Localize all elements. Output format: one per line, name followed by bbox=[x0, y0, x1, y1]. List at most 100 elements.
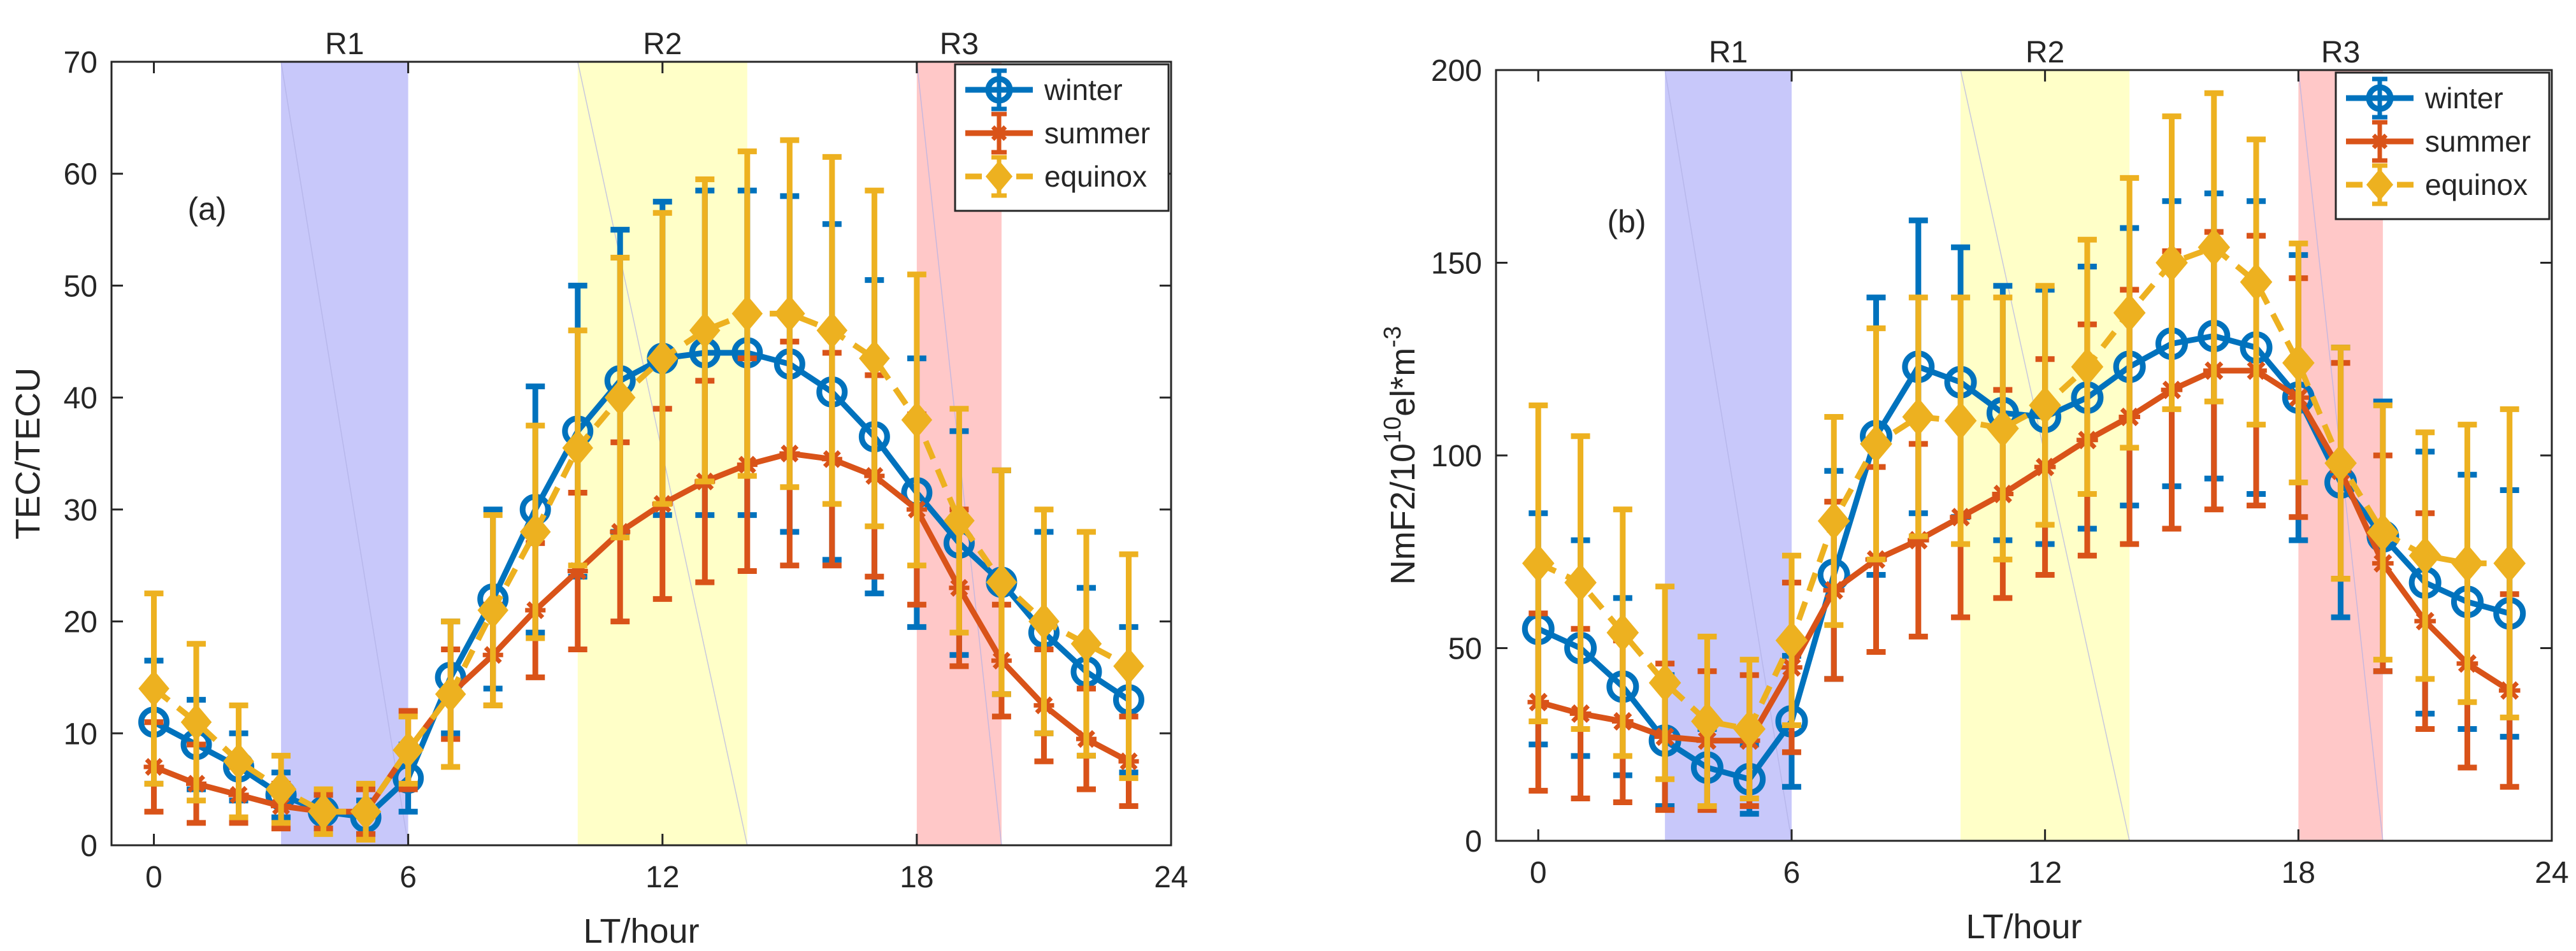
y-tick-label-70: 70 bbox=[64, 46, 97, 80]
y-tick-label-0: 0 bbox=[1465, 825, 1482, 859]
marker-equinox-6 bbox=[1775, 621, 1808, 660]
y-tick-label-20: 20 bbox=[64, 606, 97, 640]
marker-equinox-22 bbox=[2451, 544, 2484, 583]
marker-equinox-1 bbox=[1564, 563, 1597, 602]
marker-equinox-3 bbox=[265, 771, 297, 808]
legend-label-winter: winter bbox=[2424, 82, 2503, 115]
marker-equinox-4 bbox=[1691, 702, 1723, 741]
marker-equinox-14 bbox=[731, 295, 763, 332]
marker-equinox-15 bbox=[774, 295, 805, 332]
legend-label-summer: summer bbox=[2425, 125, 2531, 158]
marker-summer-10 bbox=[567, 561, 588, 582]
x-tick-label-0: 0 bbox=[145, 861, 162, 894]
y-tick-label-50: 50 bbox=[64, 269, 97, 303]
x-tick-label-18: 18 bbox=[2282, 856, 2315, 890]
legend: winter summer equinox bbox=[954, 63, 1170, 212]
marker-equinox-9 bbox=[1902, 397, 1935, 436]
marker-equinox-12 bbox=[2029, 386, 2061, 425]
axes-box bbox=[110, 61, 1172, 847]
chart-panel-a: R1 R2 R3 0 6 12 18 24 0 10 20 30 40 50 60 70 LT/hour TEC/… bbox=[9, 27, 1188, 950]
marker-equinox-16 bbox=[2198, 228, 2231, 267]
marker-equinox-19 bbox=[2324, 443, 2357, 483]
y-label-main: NmF2/10 bbox=[1384, 443, 1422, 585]
panel-label: (b) bbox=[1607, 204, 1646, 240]
legend-marker-summer bbox=[990, 124, 1008, 142]
marker-equinox-14 bbox=[2113, 294, 2146, 332]
marker-equinox-11 bbox=[1987, 409, 2019, 448]
legend-entry-summer: summer bbox=[2346, 120, 2531, 163]
marker-equinox-10 bbox=[1944, 401, 1977, 440]
x-tick-label-24: 24 bbox=[1154, 861, 1188, 894]
x-tick-label-6: 6 bbox=[1783, 856, 1801, 890]
x-tick-label-12: 12 bbox=[645, 861, 679, 894]
y-tick-label-200: 200 bbox=[1431, 54, 1482, 88]
y-tick-label-100: 100 bbox=[1431, 440, 1482, 473]
marker-equinox-2 bbox=[223, 743, 254, 780]
legend-entry-equinox: equinox bbox=[965, 155, 1147, 198]
x-axis-label: LT/hour bbox=[583, 912, 699, 950]
region-r2-label: R2 bbox=[2026, 36, 2064, 69]
marker-equinox-16 bbox=[816, 311, 848, 349]
marker-equinox-8 bbox=[477, 592, 508, 629]
legend-entry-equinox: equinox bbox=[2346, 163, 2528, 206]
marker-equinox-2 bbox=[1606, 613, 1639, 652]
marker-equinox-8 bbox=[1860, 424, 1892, 463]
y-tick-label-40: 40 bbox=[64, 382, 97, 415]
legend-entry-winter: winter bbox=[965, 68, 1123, 111]
legend-marker-winter bbox=[985, 76, 1013, 104]
marker-equinox-22 bbox=[1070, 625, 1102, 662]
legend-label-summer: summer bbox=[1044, 117, 1150, 150]
x-axis-label: LT/hour bbox=[1966, 908, 2082, 946]
marker-equinox-18 bbox=[901, 401, 933, 439]
y-axis-label: NmF2/1010el*m-3 bbox=[1379, 326, 1422, 585]
region-r3-label: R3 bbox=[940, 27, 979, 61]
panel-label: (a) bbox=[187, 191, 226, 227]
x-tick-label-0: 0 bbox=[1530, 856, 1547, 890]
marker-equinox-4 bbox=[308, 793, 339, 831]
y-tick-label-150: 150 bbox=[1431, 247, 1482, 281]
region-r3-label: R3 bbox=[2321, 36, 2360, 69]
legend-entry-winter: winter bbox=[2346, 76, 2503, 120]
region-r1-diagonal bbox=[1664, 69, 1792, 841]
marker-equinox-10 bbox=[562, 429, 593, 467]
marker-equinox-11 bbox=[604, 379, 636, 417]
y-label-unit: el*m bbox=[1384, 348, 1422, 417]
marker-equinox-3 bbox=[1648, 663, 1681, 703]
marker-equinox-7 bbox=[1817, 501, 1850, 540]
legend-entry-summer: summer bbox=[965, 111, 1150, 155]
marker-equinox-0 bbox=[1522, 544, 1555, 583]
marker-summer-9 bbox=[1908, 529, 1929, 551]
x-tick-label-6: 6 bbox=[399, 861, 417, 894]
marker-equinox-20 bbox=[986, 564, 1018, 601]
marker-equinox-21 bbox=[2408, 536, 2442, 575]
marker-equinox-17 bbox=[2240, 262, 2273, 301]
y-tick-label-10: 10 bbox=[64, 717, 97, 751]
region-r1-diagonal bbox=[280, 61, 409, 846]
legend-marker-winter bbox=[2366, 84, 2394, 112]
marker-equinox-15 bbox=[2155, 243, 2188, 282]
legend: winter summer equinox bbox=[2335, 71, 2551, 220]
marker-equinox-18 bbox=[2282, 343, 2315, 382]
marker-equinox-1 bbox=[180, 703, 212, 741]
marker-equinox-17 bbox=[859, 340, 890, 377]
marker-equinox-20 bbox=[2366, 513, 2400, 552]
y-tick-label-50: 50 bbox=[1448, 633, 1482, 666]
y-tick-label-60: 60 bbox=[64, 158, 97, 192]
marker-equinox-21 bbox=[1028, 603, 1060, 640]
legend-label-equinox: equinox bbox=[1044, 160, 1147, 193]
y-tick-label-0: 0 bbox=[80, 829, 97, 863]
marker-equinox-5 bbox=[350, 793, 382, 831]
legend-label-winter: winter bbox=[1044, 73, 1123, 106]
legend-marker-equinox bbox=[2366, 168, 2394, 201]
x-tick-label-12: 12 bbox=[2028, 856, 2062, 890]
marker-equinox-7 bbox=[435, 675, 466, 713]
y-tick-label-30: 30 bbox=[64, 494, 97, 527]
marker-equinox-19 bbox=[944, 502, 975, 540]
marker-equinox-23 bbox=[1113, 647, 1144, 685]
chart-panel-b: R1 R2 R3 0 6 12 18 24 0 50 100 150 200 LT/hour NmF2/10… bbox=[1379, 36, 2569, 946]
marker-equinox-5 bbox=[1733, 710, 1766, 748]
legend-marker-summer bbox=[2371, 132, 2389, 150]
legend-label-equinox: equinox bbox=[2425, 168, 2528, 201]
marker-equinox-13 bbox=[689, 311, 721, 349]
